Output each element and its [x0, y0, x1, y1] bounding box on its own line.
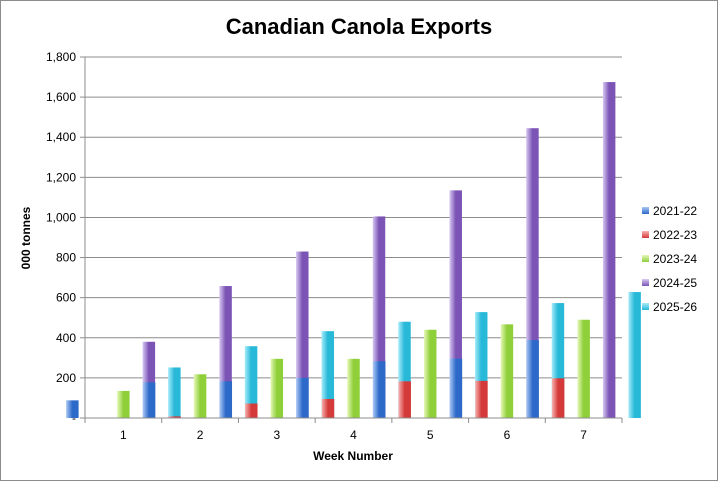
y-tick-label: 200: [56, 371, 76, 385]
bar-2023-24-week-2: [193, 374, 207, 418]
bar-2021-22-week-7: [526, 340, 539, 418]
x-tick-label: 5: [427, 428, 434, 442]
bar-2022-23-week-6: [475, 380, 488, 418]
bar-2023-24-week-6: [500, 324, 514, 418]
bar-2023-24-week-3: [270, 358, 284, 418]
legend-swatch-2021-22: [642, 207, 649, 214]
bar-2022-23-week-5: [398, 381, 411, 418]
y-axis-title: 000 tonnes: [19, 206, 33, 269]
bar-2021-22-week-1: [66, 400, 79, 418]
x-tick-label: 2: [197, 428, 204, 442]
legend: 2021-22 2022-23 2023-24 2024-25 2025-26: [642, 204, 697, 314]
bar-2021-22-week-6: [449, 358, 463, 418]
bar-2022-23-week-4: [321, 398, 335, 418]
bar-2025-26-week-1: [168, 367, 181, 418]
y-tick-label: 1,000: [46, 210, 76, 224]
bar-2021-22-week-5: [372, 361, 386, 418]
bar-2021-22-week-3: [219, 381, 233, 418]
x-tick-label: 4: [350, 428, 357, 442]
bar-2025-26-week-3: [321, 331, 335, 418]
legend-label-2023-24: 2023-24: [653, 252, 697, 266]
bar-2025-26-week-7: [628, 292, 641, 418]
bar-2025-26-week-2: [244, 346, 258, 418]
bar-2023-24-week-7: [577, 319, 590, 418]
legend-swatch-2025-26: [642, 303, 649, 310]
x-tick-label: 3: [273, 428, 280, 442]
y-tick-label: 1,800: [46, 50, 76, 64]
bar-2023-24-week-4: [347, 358, 360, 418]
y-tick-label: 800: [56, 251, 76, 265]
legend-swatch-2022-23: [642, 231, 649, 238]
axes: [84, 57, 623, 423]
x-axis-title: Week Number: [313, 449, 393, 463]
y-tick-label: 1,600: [46, 90, 76, 104]
legend-label-2021-22: 2021-22: [653, 204, 697, 218]
y-tick-label: 1,400: [46, 130, 76, 144]
bar-2021-22-week-2: [142, 382, 156, 418]
bar-2024-25-week-3: [296, 251, 309, 418]
bar-2021-22-week-4: [296, 377, 309, 418]
legend-swatch-2024-25: [642, 279, 649, 286]
chart-title: Canadian Canola Exports: [226, 14, 493, 39]
bar-2022-23-week-2: [168, 416, 181, 418]
bar-2022-23-week-3: [245, 403, 258, 418]
x-tick-labels: 1 2 3 4 5 6 7: [120, 428, 587, 442]
bar-2023-24-week-1: [117, 390, 130, 418]
legend-label-2022-23: 2022-23: [653, 228, 697, 242]
bar-2024-25-week-7: [602, 82, 616, 418]
bar-2022-23-week-7: [551, 378, 565, 418]
legend-swatch-2023-24: [642, 255, 649, 262]
bar-2023-24-week-5: [423, 329, 437, 418]
y-tick-label: 1,200: [46, 170, 76, 184]
y-tick-label: 600: [56, 291, 76, 305]
bars: [66, 82, 641, 419]
legend-label-2024-25: 2024-25: [653, 276, 697, 290]
legend-label-2025-26: 2025-26: [653, 300, 697, 314]
y-tick-label: 400: [56, 331, 76, 345]
x-tick-label: 7: [580, 428, 587, 442]
y-tick-labels: - 200 400 600 800 1,000 1,200 1,400 1,600 1,800: [46, 50, 76, 425]
x-tick-label: 6: [504, 428, 511, 442]
x-tick-label: 1: [120, 428, 127, 442]
y-tick-label: -: [72, 411, 76, 425]
